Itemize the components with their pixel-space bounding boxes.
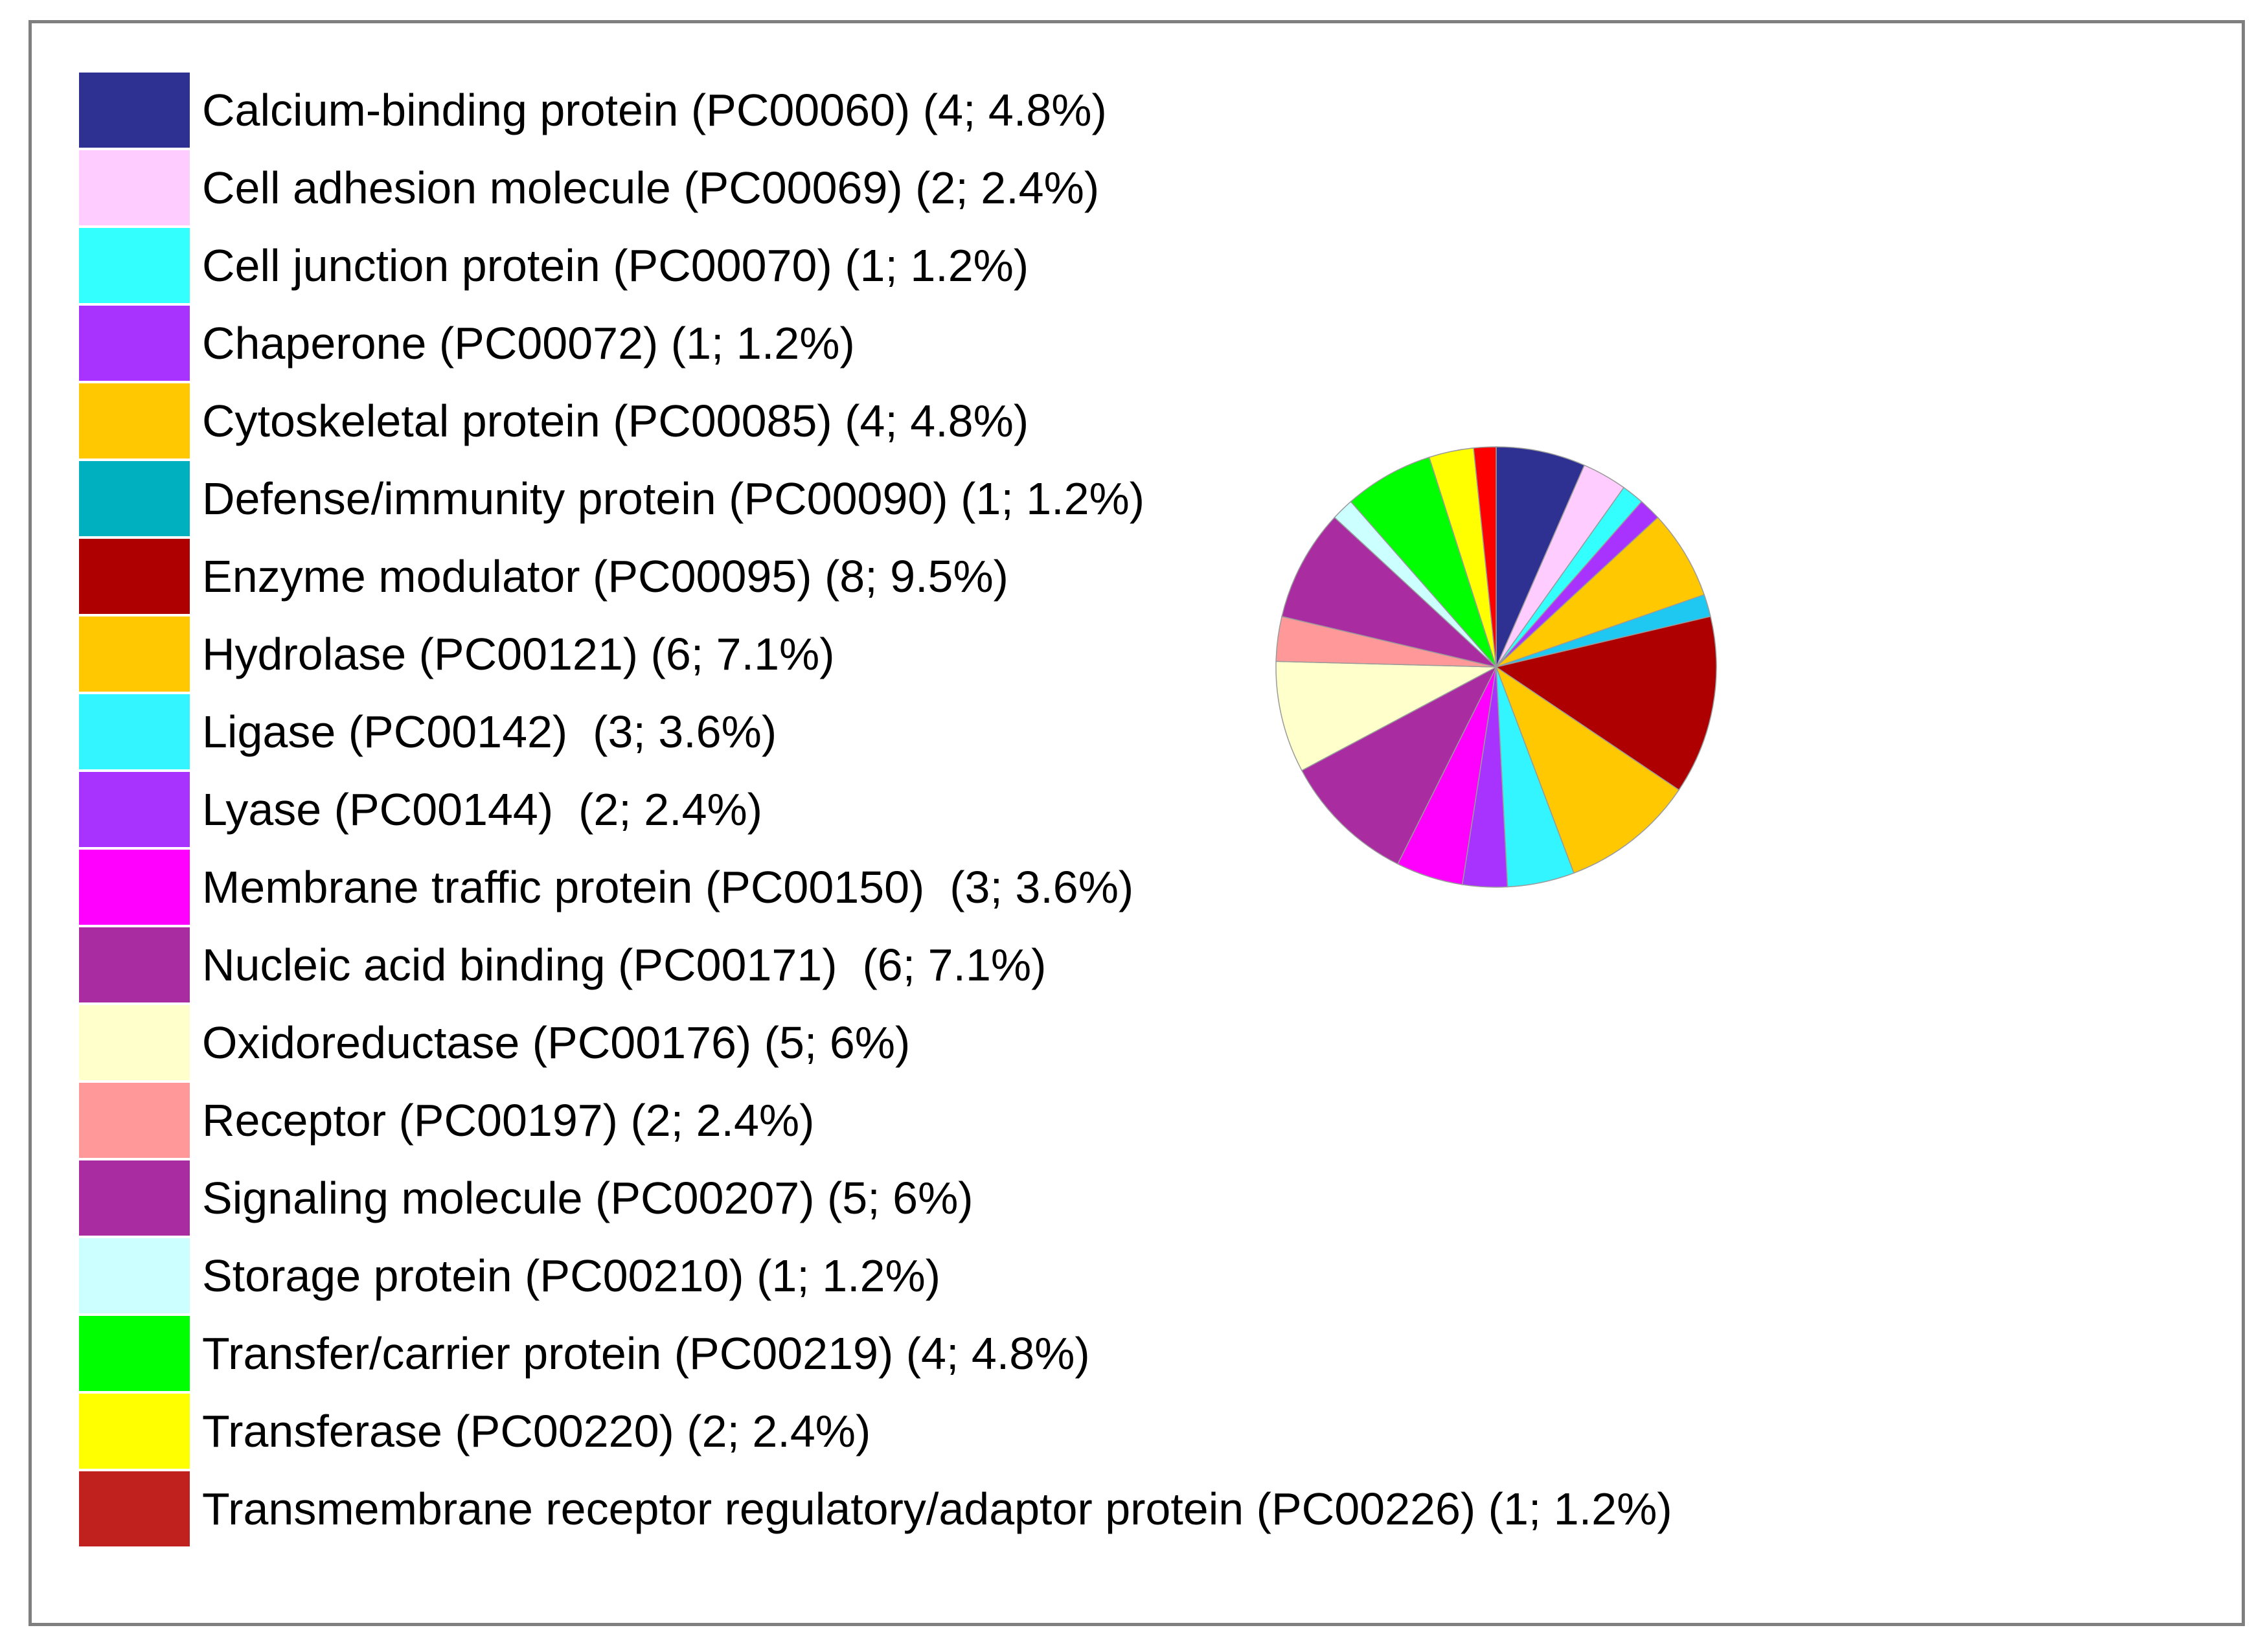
legend-label: Ligase (PC00142) (3; 3.6%) (202, 707, 777, 757)
legend-item: Membrane traffic protein (PC00150) (3; 3… (79, 850, 1957, 927)
legend-item: Cytoskeletal protein (PC00085) (4; 4.8%) (79, 383, 1957, 461)
legend-item: Enzyme modulator (PC00095) (8; 9.5%) (79, 539, 1957, 617)
legend-swatch (79, 772, 190, 847)
legend-swatch (79, 1083, 190, 1158)
legend-swatch (79, 1238, 190, 1313)
legend-label: Cell adhesion molecule (PC00069) (2; 2.4… (202, 163, 1100, 213)
pie-slice (1496, 516, 1705, 668)
legend-item: Lyase (PC00144) (2; 2.4%) (79, 772, 1957, 850)
legend-label: Lyase (PC00144) (2; 2.4%) (202, 784, 763, 835)
legend-item: Defense/immunity protein (PC00090) (1; 1… (79, 461, 1957, 539)
legend-label: Transmembrane receptor regulatory/adapto… (202, 1484, 1672, 1534)
legend-swatch (79, 617, 190, 692)
legend-swatch (79, 306, 190, 381)
legend-label: Signaling molecule (PC00207) (5; 6%) (202, 1173, 973, 1223)
legend-label: Cytoskeletal protein (PC00085) (4; 4.8%) (202, 396, 1029, 446)
legend-label: Cell junction protein (PC00070) (1; 1.2%… (202, 240, 1029, 291)
legend-swatch (79, 150, 190, 225)
legend-item: Ligase (PC00142) (3; 3.6%) (79, 694, 1957, 772)
legend-swatch (79, 383, 190, 458)
legend-swatch (79, 228, 190, 303)
legend-item: Chaperone (PC00072) (1; 1.2%) (79, 306, 1957, 383)
legend-label: Membrane traffic protein (PC00150) (3; 3… (202, 862, 1134, 912)
pie-slice (1496, 446, 1586, 668)
legend-label: Calcium-binding protein (PC00060) (4; 4.… (202, 85, 1107, 135)
pie-slice (1473, 446, 1497, 668)
legend-label: Hydrolase (PC00121) (6; 7.1%) (202, 629, 835, 679)
legend-swatch (79, 694, 190, 769)
legend-item: Calcium-binding protein (PC00060) (4; 4.… (79, 73, 1957, 150)
legend-swatch (79, 1160, 190, 1236)
legend-item: Cell junction protein (PC00070) (1; 1.2%… (79, 228, 1957, 306)
legend-item: Transferase (PC00220) (2; 2.4%) (79, 1394, 1957, 1471)
pie-slice (1301, 666, 1497, 865)
legend-swatch (79, 850, 190, 925)
legend-item: Storage protein (PC00210) (1; 1.2%) (79, 1238, 1957, 1316)
pie-slice (1275, 661, 1498, 771)
legend-item: Receptor (PC00197) (2; 2.4%) (79, 1083, 1957, 1160)
pie-slice (1281, 516, 1498, 668)
pie-slice (1495, 616, 1717, 791)
legend-label: Storage protein (PC00210) (1; 1.2%) (202, 1250, 941, 1301)
legend-swatch (79, 1005, 190, 1080)
legend-swatch (79, 539, 190, 614)
legend-swatch (79, 461, 190, 536)
pie-slice (1350, 457, 1497, 668)
legend-swatch (79, 1394, 190, 1469)
legend-item: Transmembrane receptor regulatory/adapto… (79, 1471, 1957, 1549)
legend-swatch (79, 927, 190, 1002)
legend-item: Transfer/carrier protein (PC00219) (4; 4… (79, 1316, 1957, 1394)
pie-chart (1275, 446, 1717, 888)
legend-label: Chaperone (PC00072) (1; 1.2%) (202, 318, 855, 368)
legend-swatch (79, 73, 190, 148)
legend-label: Oxidoreductase (PC00176) (5; 6%) (202, 1017, 911, 1068)
chart-frame (28, 20, 2245, 1626)
legend-label: Enzyme modulator (PC00095) (8; 9.5%) (202, 551, 1008, 602)
legend-swatch (79, 1471, 190, 1546)
legend-item: Cell adhesion molecule (PC00069) (2; 2.4… (79, 150, 1957, 228)
legend-label: Nucleic acid binding (PC00171) (6; 7.1%) (202, 940, 1047, 990)
legend-item: Hydrolase (PC00121) (6; 7.1%) (79, 617, 1957, 694)
legend-item: Oxidoreductase (PC00176) (5; 6%) (79, 1005, 1957, 1083)
pie-slice (1495, 666, 1680, 874)
legend-item: Signaling molecule (PC00207) (5; 6%) (79, 1160, 1957, 1238)
legend-swatch (79, 1316, 190, 1391)
legend-label: Defense/immunity protein (PC00090) (1; 1… (202, 473, 1145, 524)
legend-label: Transferase (PC00220) (2; 2.4%) (202, 1406, 871, 1456)
legend-label: Transfer/carrier protein (PC00219) (4; 4… (202, 1328, 1090, 1379)
legend-label: Receptor (PC00197) (2; 2.4%) (202, 1095, 815, 1146)
legend-item: Nucleic acid binding (PC00171) (6; 7.1%) (79, 927, 1957, 1005)
